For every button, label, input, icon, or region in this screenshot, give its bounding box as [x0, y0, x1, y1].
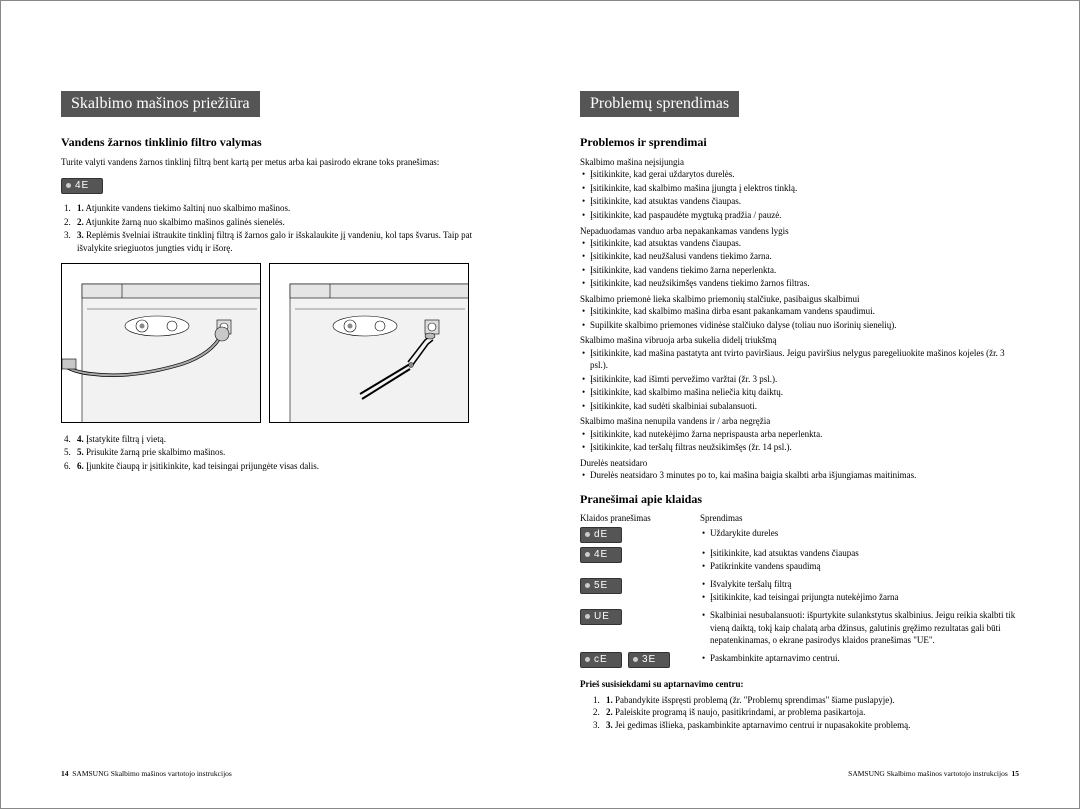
list-item: Įsitikinkite, kad atsuktas vandens čiaup… — [700, 547, 1019, 560]
list-item: Įsitikinkite, kad skalbimo mašina dirba … — [580, 305, 1019, 318]
error-code-badge: 3E — [628, 652, 670, 668]
error-code-display: 4E — [61, 178, 103, 194]
steps-list-1: 1. Atjunkite vandens tiekimo šaltinį nuo… — [61, 202, 500, 254]
list-item: Uždarykite dureles — [700, 527, 1019, 540]
problem-group-title: Skalbimo mašina vibruoja arba sukelia di… — [580, 334, 1019, 346]
error-code-badge: UE — [580, 609, 622, 625]
steps-list-2: 4. Įstatykite filtrą į vietą. 5. Prisuki… — [61, 433, 500, 473]
list-item: Įsitikinkite, kad atsuktas vandens čiaup… — [580, 237, 1019, 250]
page-title-left: Skalbimo mašinos priežiūra — [61, 91, 260, 117]
list-item: Įsitikinkite, kad nutekėjimo žarna nepri… — [580, 428, 1019, 441]
diagram-box-1 — [61, 263, 261, 423]
list-item: Įsitikinkite, kad neužšalusi vandens tie… — [580, 250, 1019, 263]
problem-solutions-list: Įsitikinkite, kad skalbimo mašina dirba … — [580, 305, 1019, 331]
list-item: 1. Pabandykite išspręsti problemą (žr. "… — [602, 694, 1019, 707]
error-solutions-list: Skalbiniai nesubalansuoti: išpurtykite s… — [700, 609, 1019, 647]
list-item: 2. Paleiskite programą iš naujo, pasitik… — [602, 706, 1019, 719]
hose-diagram-icon — [62, 264, 261, 423]
error-code-badge: cE — [580, 652, 622, 668]
contact-steps: 1. Pabandykite išspręsti problemą (žr. "… — [580, 694, 1019, 732]
list-item: Paskambinkite aptarnavimo centrui. — [700, 652, 1019, 665]
list-item: 4. Įstatykite filtrą į vietą. — [73, 433, 500, 446]
diagram-box-2 — [269, 263, 469, 423]
list-item: Įsitikinkite, kad vandens tiekimo žarna … — [580, 264, 1019, 277]
list-item: Įsitikinkite, kad atsuktas vandens čiaup… — [580, 195, 1019, 208]
table-row: 4E Įsitikinkite, kad atsuktas vandens čia… — [580, 547, 1019, 574]
list-item: Įsitikinkite, kad gerai uždarytos durelė… — [580, 168, 1019, 181]
error-code-badge: dE — [580, 527, 622, 543]
error-solutions-list: Išvalykite teršalų filtrąĮsitikinkite, k… — [700, 578, 1019, 604]
troubleshooting-groups: Skalbimo mašina neįsijungiaĮsitikinkite,… — [580, 156, 1019, 482]
error-code-badge: 5E — [580, 578, 622, 594]
table-row: cE 3E Paskambinkite aptarnavimo centrui. — [580, 652, 1019, 668]
problem-solutions-list: Įsitikinkite, kad nutekėjimo žarna nepri… — [580, 428, 1019, 454]
list-item: Išvalykite teršalų filtrą — [700, 578, 1019, 591]
section-heading: Vandens žarnos tinklinio filtro valymas — [61, 135, 500, 150]
list-item: Įsitikinkite, kad teršalų filtras neužsi… — [580, 441, 1019, 454]
error-table-header: Klaidos pranešimas Sprendimas — [580, 513, 1019, 523]
list-item: Durelės neatsidaro 3 minutes po to, kai … — [580, 469, 1019, 482]
list-item: 6. Įjunkite čiaupą ir įsitikinkite, kad … — [73, 460, 500, 473]
list-item: 2. Atjunkite žarną nuo skalbimo mašinos … — [73, 216, 500, 229]
problem-solutions-list: Durelės neatsidaro 3 minutes po to, kai … — [580, 469, 1019, 482]
list-item: Įsitikinkite, kad išimti pervežimo varžt… — [580, 373, 1019, 386]
list-item: Patikrinkite vandens spaudimą — [700, 560, 1019, 573]
problem-solutions-list: Įsitikinkite, kad atsuktas vandens čiaup… — [580, 237, 1019, 290]
list-item: 3. Replėmis švelniai ištraukite tinklinį… — [73, 229, 500, 254]
page-footer-left: 14 SAMSUNG Skalbimo mašinos vartotojo in… — [61, 769, 232, 778]
problem-group-title: Skalbimo priemonė lieka skalbimo priemon… — [580, 293, 1019, 305]
list-item: 1. Atjunkite vandens tiekimo šaltinį nuo… — [73, 202, 500, 215]
list-item: Įsitikinkite, kad paspaudėte mygtuką pra… — [580, 209, 1019, 222]
list-item: Įsitikinkite, kad skalbimo mašina įjungt… — [580, 182, 1019, 195]
list-item: Įsitikinkite, kad skalbimo mašina nelieč… — [580, 386, 1019, 399]
list-item: Įsitikinkite, kad neužsikimšęs vandens t… — [580, 277, 1019, 290]
error-messages-table: dE Uždarykite dureles 4E Įsitikinkite, kad … — [580, 527, 1019, 668]
problem-group-title: Durelės neatsidaro — [580, 457, 1019, 469]
list-item: Skalbiniai nesubalansuoti: išpurtykite s… — [700, 609, 1019, 647]
filter-diagram-icon — [270, 264, 469, 423]
left-page: Skalbimo mašinos priežiūra Vandens žarno… — [1, 1, 540, 808]
problem-group-title: Skalbimo mašina nenupila vandens ir / ar… — [580, 415, 1019, 427]
error-solutions-list: Uždarykite dureles — [700, 527, 1019, 540]
list-item: Įsitikinkite, kad mašina pastatyta ant t… — [580, 347, 1019, 372]
document-spread: Skalbimo mašinos priežiūra Vandens žarno… — [0, 0, 1080, 809]
section-heading: Pranešimai apie klaidas — [580, 492, 1019, 507]
problem-solutions-list: Įsitikinkite, kad mašina pastatyta ant t… — [580, 347, 1019, 413]
error-solutions-list: Įsitikinkite, kad atsuktas vandens čiaup… — [700, 547, 1019, 573]
table-row: UE Skalbiniai nesubalansuoti: išpurtykite… — [580, 609, 1019, 648]
section-heading: Problemos ir sprendimai — [580, 135, 1019, 150]
list-item: Įsitikinkite, kad sudėti skalbiniai suba… — [580, 400, 1019, 413]
table-row: 5E Išvalykite teršalų filtrąĮsitikinkite,… — [580, 578, 1019, 605]
page-footer-right: SAMSUNG Skalbimo mašinos vartotojo instr… — [848, 769, 1019, 778]
list-item: Įsitikinkite, kad teisingai prijungta nu… — [700, 591, 1019, 604]
diagram-row — [61, 263, 500, 423]
list-item: 3. Jei gedimas išlieka, paskambinkite ap… — [602, 719, 1019, 732]
problem-group-title: Nepaduodamas vanduo arba nepakankamas va… — [580, 225, 1019, 237]
intro-text: Turite valyti vandens žarnos tinklinį fi… — [61, 156, 500, 168]
contact-heading: Prieš susisiekdami su aptarnavimo centru… — [580, 678, 1019, 690]
error-solutions-list: Paskambinkite aptarnavimo centrui. — [700, 652, 1019, 665]
problem-group-title: Skalbimo mašina neįsijungia — [580, 156, 1019, 168]
table-row: dE Uždarykite dureles — [580, 527, 1019, 543]
error-code-badge: 4E — [580, 547, 622, 563]
problem-solutions-list: Įsitikinkite, kad gerai uždarytos durelė… — [580, 168, 1019, 221]
right-page: Problemų sprendimas Problemos ir sprendi… — [540, 1, 1079, 808]
list-item: Supilkite skalbimo priemones vidinėse st… — [580, 319, 1019, 332]
list-item: 5. Prisukite žarną prie skalbimo mašinos… — [73, 446, 500, 459]
page-title-right: Problemų sprendimas — [580, 91, 739, 117]
